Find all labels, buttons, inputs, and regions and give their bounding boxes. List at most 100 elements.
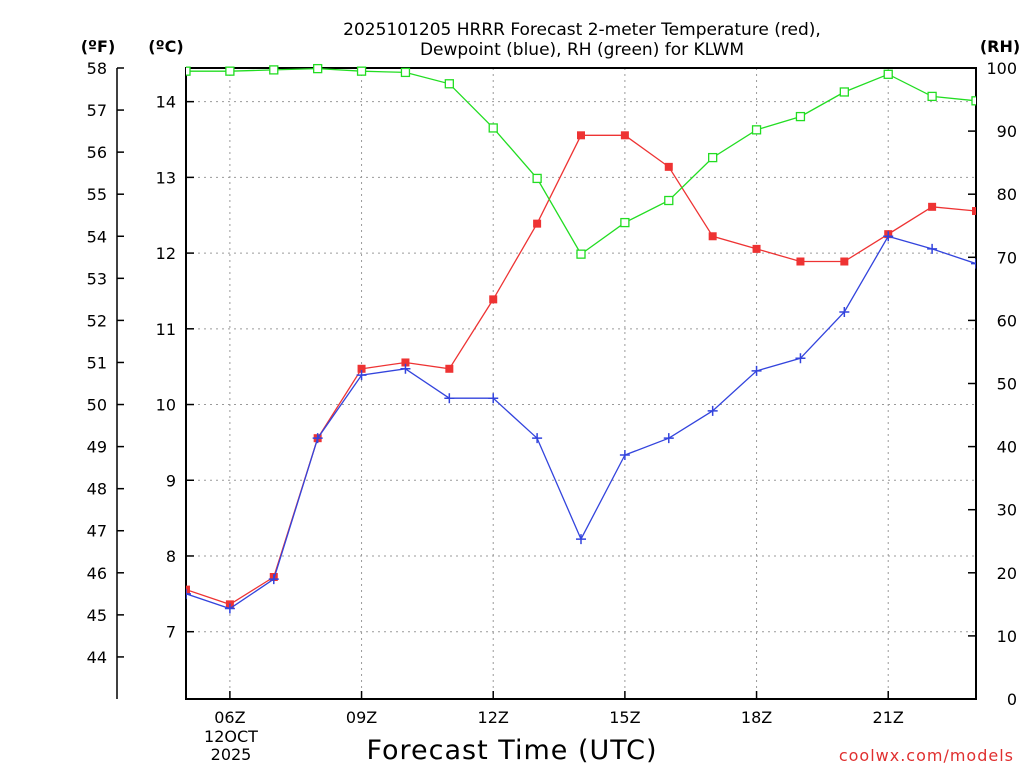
celsius-tick-label: 13 <box>156 168 176 187</box>
x-axis-label: Forecast Time (UTC) <box>366 735 657 766</box>
dewpoint-point <box>224 603 235 614</box>
dewpoint-point <box>707 405 718 416</box>
temperature-point <box>489 295 498 304</box>
temperature-point <box>664 162 673 171</box>
dewpoint-point <box>883 231 894 242</box>
temperature-point <box>533 219 542 228</box>
temperature-point <box>840 257 849 266</box>
rh-point <box>839 87 849 97</box>
dewpoint-point <box>532 433 543 444</box>
fahrenheit-tick-label: 49 <box>87 438 107 457</box>
dewpoint-point <box>268 574 279 585</box>
fahrenheit-tick-label: 46 <box>87 564 107 583</box>
rh-point <box>751 125 762 135</box>
dewpoint-point <box>356 370 367 381</box>
x-tick-label: 09Z <box>346 708 377 727</box>
axis-unit-celsius: (ºC) <box>148 37 183 56</box>
x-tick-label: 18Z <box>741 708 772 727</box>
fahrenheit-tick-label: 53 <box>87 269 107 288</box>
fahrenheit-tick-label: 55 <box>87 185 107 204</box>
celsius-tick-label: 7 <box>166 623 176 642</box>
fahrenheit-tick-label: 52 <box>87 311 107 330</box>
dewpoint-point <box>312 433 323 444</box>
rh-point <box>620 217 630 228</box>
temperature-point <box>752 244 761 253</box>
rh-tick-label: 30 <box>997 501 1017 520</box>
rh-tick-label: 50 <box>997 375 1017 394</box>
celsius-tick-label: 14 <box>156 93 176 112</box>
temperature-point <box>928 202 937 211</box>
fahrenheit-tick-label: 57 <box>87 101 107 120</box>
dewpoint-point <box>927 243 938 254</box>
rh-tick-label: 80 <box>997 185 1017 204</box>
fahrenheit-tick-label: 48 <box>87 480 107 499</box>
celsius-tick-label: 12 <box>156 244 176 263</box>
fahrenheit-tick-label: 45 <box>87 606 107 625</box>
rh-point <box>708 152 718 163</box>
rh-point <box>356 66 367 76</box>
rh-point <box>225 66 235 76</box>
temperature-point <box>401 358 410 367</box>
rh-point <box>400 67 411 78</box>
x-tick-label: 15Z <box>609 708 640 727</box>
temperature-point <box>708 232 717 241</box>
rh-point <box>971 96 976 106</box>
dewpoint-point <box>839 306 850 317</box>
axis-unit-rh: (RH) <box>980 37 1020 56</box>
dewpoint-point <box>971 258 976 269</box>
rh-point <box>186 66 191 76</box>
x-tick-label: 12Z <box>478 708 509 727</box>
celsius-tick-label: 9 <box>166 471 176 490</box>
rh-point <box>269 65 279 75</box>
temperature-point <box>620 131 629 140</box>
dewpoint-point <box>663 433 674 444</box>
dewpoint-point <box>619 450 630 461</box>
rh-tick-label: 20 <box>997 564 1017 583</box>
rh-point <box>488 123 498 133</box>
axis-unit-fahrenheit: (ºF) <box>81 37 116 56</box>
axes <box>116 67 977 700</box>
fahrenheit-tick-label: 47 <box>87 522 107 541</box>
rh-point <box>576 249 586 259</box>
dewpoint-point <box>488 393 499 404</box>
dewpoint-point <box>795 353 806 364</box>
dewpoint-point <box>400 363 411 374</box>
rh-point <box>313 63 323 74</box>
rh-tick-label: 40 <box>997 438 1017 457</box>
temperature-point <box>186 585 190 594</box>
dewpoint-point <box>186 588 191 599</box>
rh-tick-label: 90 <box>997 122 1017 141</box>
rh-tick-label: 70 <box>997 248 1017 267</box>
series-clip-group <box>186 63 976 614</box>
dewpoint-point <box>751 365 762 376</box>
rh-point <box>444 79 454 89</box>
rh-tick-label: 0 <box>1007 690 1017 709</box>
celsius-tick-label: 10 <box>156 396 176 415</box>
dewpoint-point <box>444 393 455 404</box>
temperature-point <box>972 207 976 216</box>
fahrenheit-tick-label: 51 <box>87 353 107 372</box>
rh-tick-label: 100 <box>986 59 1017 78</box>
data-series <box>186 63 976 614</box>
chart-title-line2: Dewpoint (blue), RH (green) for KLWM <box>420 40 744 60</box>
fahrenheit-tick-label: 58 <box>87 59 107 78</box>
rh-point <box>795 111 806 122</box>
temperature-point <box>357 364 366 373</box>
rh-tick-label: 60 <box>997 311 1017 330</box>
x-tick-label: 06Z <box>214 708 245 727</box>
fahrenheit-tick-label: 50 <box>87 396 107 415</box>
dewpoint-point <box>576 534 586 545</box>
fahrenheit-tick-label: 54 <box>87 227 107 246</box>
temperature-point <box>796 257 805 266</box>
x-tick-label: 21Z <box>873 708 904 727</box>
tick-labels: 44 45 46 47 48 49 50 51 52 53 54 55 56 57 58 7 8 9 10 11 12 1… <box>87 59 1017 727</box>
chart-title-line1: 2025101205 HRRR Forecast 2-meter Tempera… <box>343 20 821 40</box>
watermark: coolwx.com/models <box>839 746 1014 765</box>
rh-tick-label: 10 <box>997 627 1017 646</box>
celsius-tick-label: 11 <box>156 320 176 339</box>
fahrenheit-tick-label: 44 <box>87 648 107 667</box>
rh-point <box>532 173 542 184</box>
rh-point <box>883 69 893 79</box>
